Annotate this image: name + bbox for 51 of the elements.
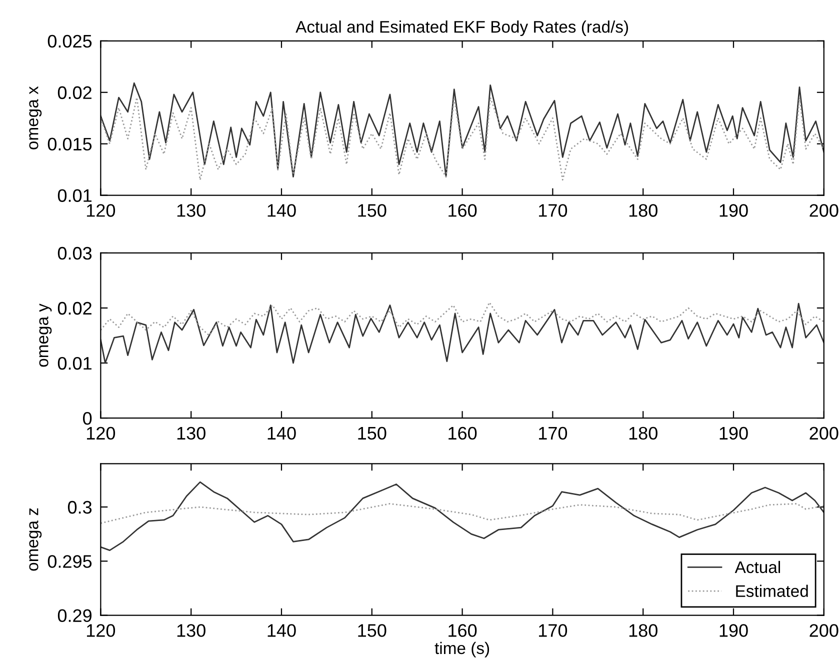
y-tick-label: 0.03 <box>58 246 92 260</box>
y-tick-label: 0.3 <box>68 500 92 514</box>
x-tick-label: 190 <box>720 204 748 217</box>
y-axis-title: omega x <box>29 86 42 150</box>
x-tick-label: 190 <box>720 426 748 440</box>
y-axis-title: omega y <box>39 304 52 367</box>
line-series <box>100 302 824 336</box>
x-tick-label: 170 <box>539 624 568 637</box>
line-series <box>100 503 824 524</box>
x-tick-label: 140 <box>268 624 296 637</box>
x-tick-label: 130 <box>177 624 206 637</box>
line-series <box>100 82 824 178</box>
x-tick-label: 180 <box>629 624 658 637</box>
x-tick-label: 130 <box>177 204 206 217</box>
y-tick-label: 0.02 <box>58 86 92 100</box>
y-tick-label: 0.025 <box>48 34 92 48</box>
y-tick-label: 0.01 <box>58 189 92 202</box>
x-tick-label: 160 <box>448 426 477 440</box>
x-tick-label: 120 <box>86 624 116 637</box>
x-tick-label: 180 <box>629 204 658 217</box>
x-tick-label: 150 <box>358 426 386 440</box>
y-axis-title: omega z <box>29 508 42 571</box>
line-series <box>100 96 824 181</box>
y-tick-label: 0 <box>83 412 92 425</box>
x-tick-label: 120 <box>86 426 116 440</box>
x-tick-label: 150 <box>358 624 386 637</box>
line-series <box>100 481 824 552</box>
y-tick-label: 0.01 <box>58 356 92 370</box>
x-tick-label: 200 <box>810 426 838 440</box>
x-tick-label: 160 <box>448 204 477 217</box>
y-tick-label: 0.015 <box>48 138 92 151</box>
x-tick-label: 180 <box>629 426 658 440</box>
x-axis-title: time (s) <box>434 642 490 658</box>
x-tick-label: 200 <box>810 204 838 217</box>
x-tick-label: 120 <box>86 204 116 217</box>
x-tick-label: 140 <box>268 426 296 440</box>
x-tick-label: 160 <box>448 624 477 637</box>
x-tick-label: 130 <box>177 426 206 440</box>
y-tick-label: 0.295 <box>48 555 92 568</box>
legend-label: Estimated <box>736 584 808 598</box>
y-tick-label: 0.29 <box>58 609 92 622</box>
chart-title: Actual and Esimated EKF Body Rates (rad/s) <box>296 20 628 36</box>
legend-label: Actual <box>734 560 780 574</box>
y-tick-label: 0.02 <box>58 302 92 315</box>
x-tick-label: 200 <box>810 624 838 637</box>
x-tick-label: 150 <box>358 204 386 217</box>
x-tick-label: 170 <box>539 426 568 440</box>
x-tick-label: 190 <box>720 624 748 637</box>
line-series <box>100 302 824 364</box>
x-tick-label: 170 <box>539 204 568 217</box>
x-tick-label: 140 <box>268 204 296 217</box>
